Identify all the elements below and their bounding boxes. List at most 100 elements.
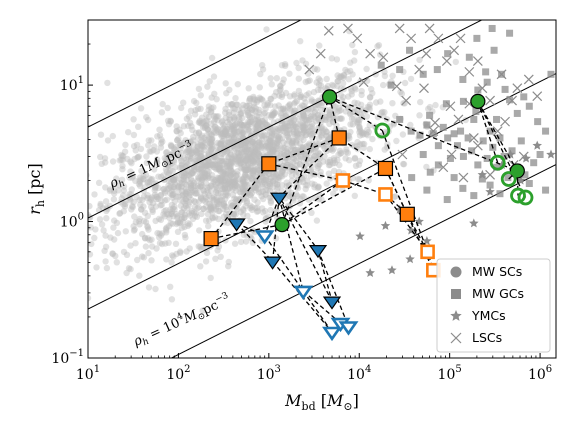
- background-point: [220, 130, 227, 137]
- background-point: [242, 187, 249, 194]
- background-point: [210, 204, 218, 211]
- background-point: [248, 145, 255, 153]
- background-point: [268, 143, 275, 150]
- triangle-marker-filled: [308, 245, 328, 259]
- background-point: [228, 155, 236, 162]
- background-point: [225, 158, 233, 165]
- background-point: [104, 137, 112, 144]
- background-point: [209, 161, 217, 169]
- background-point: [262, 177, 270, 184]
- background-point: [200, 170, 207, 178]
- background-point: [240, 101, 247, 109]
- background-point: [269, 184, 276, 191]
- background-point: [271, 92, 278, 100]
- background-point: [245, 121, 252, 128]
- background-point: [271, 109, 278, 117]
- background-point: [294, 121, 301, 128]
- background-point: [110, 196, 118, 203]
- background-point: [202, 159, 209, 167]
- background-point: [263, 140, 271, 147]
- mw-gc-point: [478, 175, 486, 183]
- background-point: [244, 118, 252, 126]
- background-point: [293, 157, 300, 165]
- background-point: [321, 113, 328, 120]
- background-point: [256, 138, 263, 145]
- background-point: [232, 95, 239, 102]
- background-point: [210, 125, 217, 132]
- background-point: [196, 227, 203, 234]
- background-point: [112, 252, 119, 260]
- background-point: [152, 285, 159, 293]
- background-point: [268, 174, 275, 181]
- background-point: [256, 106, 263, 114]
- background-point: [181, 211, 189, 218]
- background-point: [208, 205, 215, 212]
- background-point: [329, 112, 337, 119]
- background-point: [230, 135, 238, 142]
- background-point: [266, 178, 274, 185]
- background-point: [222, 192, 229, 199]
- background-point: [311, 114, 318, 121]
- background-point: [237, 189, 244, 196]
- background-point: [125, 265, 133, 272]
- background-point: [96, 216, 104, 223]
- background-point: [250, 152, 257, 159]
- background-point: [239, 163, 246, 171]
- background-point: [227, 144, 234, 152]
- lsc-point: [472, 56, 483, 66]
- background-point: [167, 179, 175, 186]
- background-point: [130, 143, 138, 150]
- background-point: [313, 79, 320, 86]
- background-point: [306, 127, 314, 135]
- background-point: [265, 180, 272, 188]
- mw-gc-point: [434, 142, 442, 150]
- background-point: [240, 231, 247, 238]
- background-point: [279, 79, 286, 87]
- triangle-marker-open: [338, 321, 359, 336]
- background-point: [113, 259, 121, 266]
- background-point: [315, 196, 322, 203]
- background-point: [236, 116, 243, 123]
- background-point: [286, 130, 293, 137]
- background-point: [203, 137, 210, 144]
- background-point: [281, 144, 288, 152]
- background-point: [377, 98, 384, 105]
- background-point: [176, 219, 183, 226]
- background-point: [197, 180, 205, 187]
- background-point: [238, 109, 245, 117]
- background-point: [267, 199, 275, 206]
- background-point: [144, 179, 152, 186]
- lsc-point: [401, 95, 412, 106]
- background-point: [232, 131, 239, 139]
- background-point: [247, 192, 254, 199]
- ymc-point: [532, 140, 542, 150]
- background-point: [220, 125, 227, 132]
- background-point: [168, 143, 175, 150]
- background-point: [140, 203, 147, 210]
- background-point: [324, 138, 331, 145]
- background-point: [237, 185, 245, 192]
- track-connection: [281, 179, 344, 226]
- background-point: [222, 168, 230, 175]
- mw-gc-point: [542, 186, 550, 194]
- background-point: [146, 195, 154, 202]
- background-point: [266, 142, 274, 149]
- lsc-point: [485, 169, 496, 180]
- background-point: [326, 120, 333, 128]
- background-point: [225, 154, 232, 161]
- background-point: [324, 158, 331, 166]
- background-point: [121, 148, 129, 155]
- background-point: [203, 111, 210, 118]
- ymc-point: [414, 216, 424, 226]
- background-point: [218, 157, 225, 165]
- background-point: [229, 170, 236, 177]
- background-point: [175, 183, 182, 190]
- background-point: [345, 76, 352, 83]
- background-point: [268, 111, 276, 119]
- background-point: [220, 132, 227, 140]
- background-point: [264, 144, 271, 152]
- background-point: [316, 42, 323, 49]
- background-point: [220, 141, 228, 148]
- background-point: [267, 95, 275, 103]
- background-point: [213, 127, 220, 134]
